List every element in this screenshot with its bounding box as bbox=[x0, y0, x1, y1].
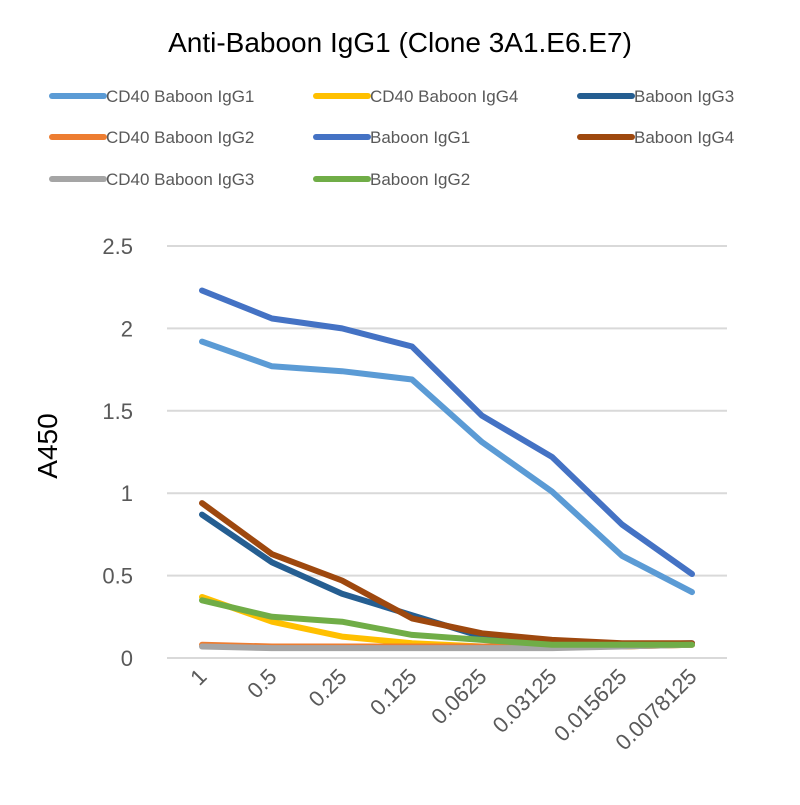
x-tick-label: 0.25 bbox=[304, 664, 352, 712]
legend-label: Baboon IgG3 bbox=[634, 87, 734, 106]
x-tick-labels: 1 0.5 0.25 0.125 0.06250.031250.0156250.0078… bbox=[185, 664, 701, 755]
x-tick-label: 1 bbox=[185, 664, 211, 690]
legend-label: Baboon IgG4 bbox=[634, 128, 734, 147]
legend-label: CD40 Baboon IgG1 bbox=[106, 87, 254, 106]
x-tick-label: 0.5 bbox=[242, 664, 281, 703]
series-line bbox=[199, 287, 695, 577]
legend-item: Baboon IgG4 bbox=[577, 128, 734, 147]
series-lines bbox=[199, 287, 695, 652]
legend: CD40 Baboon IgG1 CD40 Baboon IgG4 Baboon I… bbox=[49, 87, 734, 189]
series-line bbox=[199, 338, 695, 596]
y-tick-labels: 0 0.5 1 1.5 2 2.5 bbox=[102, 234, 133, 671]
legend-item: Baboon IgG2 bbox=[313, 170, 470, 189]
x-tick-label: 0.0625 bbox=[426, 664, 491, 729]
legend-item: CD40 Baboon IgG1 bbox=[49, 87, 254, 106]
chart-title: Anti-Baboon IgG1 (Clone 3A1.E6.E7) bbox=[168, 27, 632, 58]
y-tick-label: 0.5 bbox=[102, 564, 133, 589]
legend-label: CD40 Baboon IgG3 bbox=[106, 170, 254, 189]
legend-item: CD40 Baboon IgG2 bbox=[49, 128, 254, 147]
legend-label: Baboon IgG1 bbox=[370, 128, 470, 147]
gridlines bbox=[167, 245, 727, 659]
y-tick-label: 1.5 bbox=[102, 399, 133, 424]
y-tick-label: 2.5 bbox=[102, 234, 133, 259]
legend-item: Baboon IgG1 bbox=[313, 128, 470, 147]
legend-label: CD40 Baboon IgG4 bbox=[370, 87, 518, 106]
legend-label: CD40 Baboon IgG2 bbox=[106, 128, 254, 147]
legend-item: CD40 Baboon IgG3 bbox=[49, 170, 254, 189]
y-tick-label: 2 bbox=[121, 316, 133, 341]
y-tick-label: 1 bbox=[121, 481, 133, 506]
legend-label: Baboon IgG2 bbox=[370, 170, 470, 189]
legend-item: Baboon IgG3 bbox=[577, 87, 734, 106]
x-tick-label: 0.125 bbox=[365, 664, 422, 721]
legend-item: CD40 Baboon IgG4 bbox=[313, 87, 518, 106]
y-axis-label: A450 bbox=[32, 413, 63, 478]
y-tick-label: 0 bbox=[121, 646, 133, 671]
series-line bbox=[199, 597, 695, 648]
